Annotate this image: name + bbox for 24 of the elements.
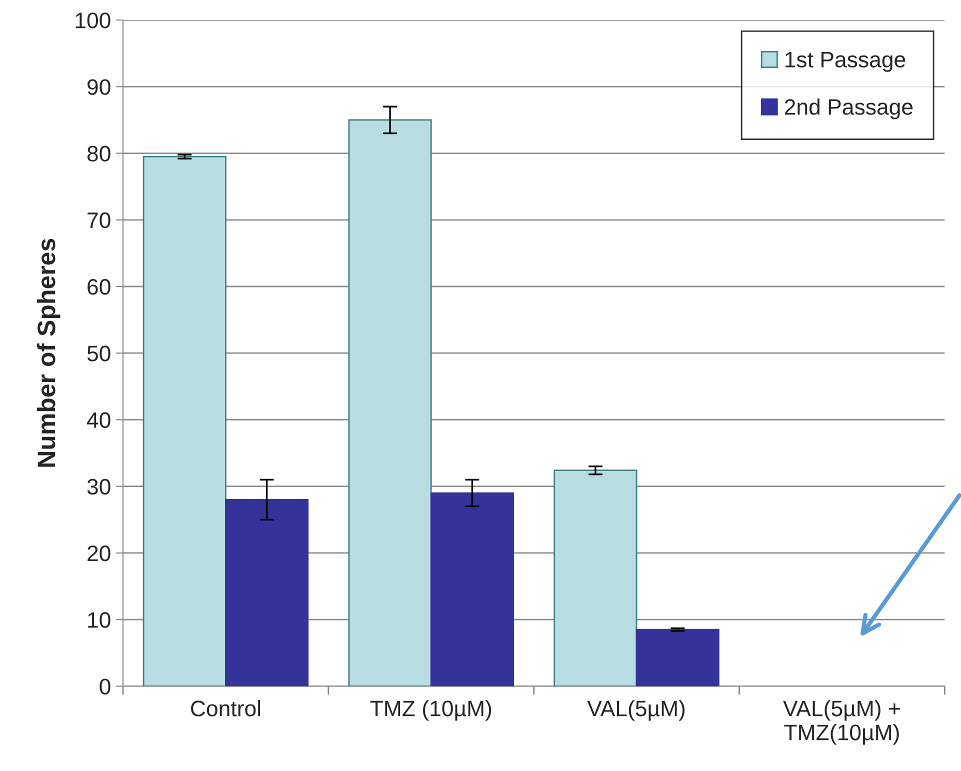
y-tick-label: 100 [76, 12, 110, 28]
bar [142, 156, 226, 686]
x-tick-label: Control [191, 700, 260, 716]
legend-label: 2nd Passage [784, 98, 913, 120]
y-tick-label: 50 [87, 346, 110, 362]
y-tick-label: 80 [87, 146, 110, 162]
y-axis-title: Number of Spheres [36, 238, 60, 467]
y-tick-label: 0 [100, 678, 110, 694]
y-tick-label: 10 [88, 612, 110, 628]
x-tick-label: TMZ (10µM) [370, 700, 492, 721]
x-tick-label: VAL(5µM) [587, 700, 685, 721]
bar [636, 628, 720, 686]
bar [225, 498, 309, 686]
y-tick-label: 70 [88, 212, 110, 228]
legend-label: 1st Passage [786, 52, 906, 72]
bar [348, 119, 432, 686]
y-tick-label: 90 [88, 79, 110, 95]
bar [554, 470, 638, 686]
bar [430, 492, 514, 686]
y-tick-label: 30 [87, 478, 110, 495]
y-tick-label: 40 [87, 412, 110, 428]
y-tick-label: 60 [88, 279, 110, 295]
x-tick-label: VAL(5µM) + TMZ(10µM) [783, 700, 900, 745]
y-tick-label: 20 [88, 545, 110, 562]
